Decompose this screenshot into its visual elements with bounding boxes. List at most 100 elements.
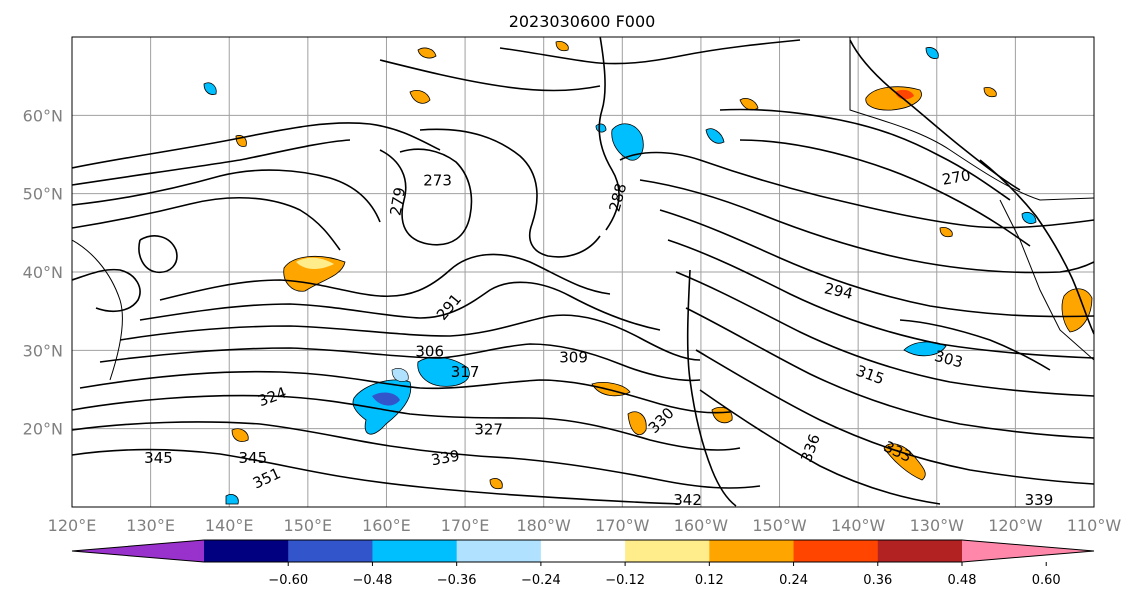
longitude-tick-label: 130°E <box>126 516 175 535</box>
longitude-tick-label: 170°E <box>441 516 490 535</box>
colorbar-outline <box>71 539 1095 563</box>
colorbar-segment <box>372 540 458 562</box>
negative-anomaly-patch <box>391 368 409 382</box>
colorbar-segment <box>709 540 795 562</box>
negative-anomaly-patch <box>705 128 725 144</box>
map-title: 2023030600 F000 <box>509 12 656 31</box>
longitude-tick-label: 150°W <box>752 516 807 535</box>
colorbar-tick-label: 0.12 <box>695 573 724 588</box>
longitude-tick-label: 140°W <box>831 516 886 535</box>
longitude-tick-label: 170°W <box>595 516 650 535</box>
contour-line <box>72 268 141 313</box>
graticule <box>72 37 1094 507</box>
colorbar-tick-label: −0.36 <box>437 573 477 588</box>
positive-anomaly-patch <box>895 89 914 100</box>
contour-line <box>899 319 1051 371</box>
colorbar: −0.60 −0.48 −0.36 −0.24 −0.12 0.12 0.24 0.36 0.4… <box>71 539 1095 588</box>
contour-line <box>686 269 737 507</box>
contour-value-label: 339 <box>430 447 461 470</box>
negative-anomaly-patch <box>372 392 400 406</box>
coastlines <box>72 37 1094 381</box>
contour-line <box>72 394 741 451</box>
contour-line <box>79 370 731 414</box>
longitude-tick-label: 180°W <box>517 516 572 535</box>
contour-value-label: 294 <box>823 279 855 303</box>
latitude-tick-label: 60°N <box>23 106 63 125</box>
negative-anomaly-patch <box>352 379 412 435</box>
colorbar-segment <box>793 540 879 562</box>
negative-anomaly-patch <box>903 341 947 357</box>
colorbar-tick-label: 0.24 <box>779 573 808 588</box>
negative-anomaly-patch <box>1021 212 1037 224</box>
colorbar-tick-label: 0.60 <box>1032 573 1061 588</box>
contour-value-label: 306 <box>415 342 444 360</box>
contour-value-label: 342 <box>673 491 702 509</box>
latitude-axis: 60°N 50°N 40°N 30°N 20°N <box>23 106 63 438</box>
colorbar-tick-label: −0.48 <box>353 573 393 588</box>
positive-anomaly-patch <box>489 478 503 490</box>
negative-anomaly-patch <box>595 123 607 133</box>
longitude-tick-label: 120°E <box>48 516 97 535</box>
contour-line <box>72 197 341 251</box>
contour-line <box>739 139 1031 247</box>
contour-line <box>72 421 761 489</box>
contour-line <box>675 271 1094 397</box>
contour-line <box>72 122 441 169</box>
positive-anomaly-patch <box>555 41 569 52</box>
colorbar-segment <box>456 540 542 562</box>
longitude-tick-label: 160°W <box>674 516 729 535</box>
contour-line <box>72 448 681 505</box>
contour-line <box>659 209 1094 318</box>
contour-line <box>667 239 1094 359</box>
contour-lines <box>72 37 1094 507</box>
colorbar-segment <box>288 540 373 562</box>
contour-line <box>639 179 1094 274</box>
map-frame <box>71 36 1095 508</box>
contour-value-label: 279 <box>386 186 409 217</box>
contour-line <box>419 128 601 258</box>
longitude-tick-label: 120°W <box>988 516 1043 535</box>
colorbar-segment <box>625 540 710 562</box>
contour-line <box>499 39 801 65</box>
contour-line <box>139 281 661 331</box>
positive-anomaly-patch <box>883 443 926 481</box>
contour-line <box>119 314 701 361</box>
contour-line <box>598 37 620 231</box>
contour-value-label: 339 <box>1025 491 1054 509</box>
contour-line <box>619 151 1094 229</box>
positive-anomaly-patch <box>983 87 997 98</box>
contour-line <box>379 59 601 92</box>
contour-line <box>72 139 351 186</box>
shaded-anomaly-regions <box>203 41 1093 505</box>
positive-anomaly-patch <box>296 257 334 269</box>
colorbar-tick-label: 0.36 <box>863 573 892 588</box>
longitude-tick-label: 110°W <box>1067 516 1122 535</box>
contour-line <box>379 148 473 246</box>
contour-value-label: 345 <box>144 449 173 467</box>
contour-line <box>72 169 381 223</box>
contour-line <box>99 343 701 382</box>
contour-line <box>138 235 178 274</box>
positive-anomaly-patch <box>739 98 759 111</box>
longitude-axis: 120°E 130°E 140°E 150°E 160°E 170°E 180°W 170°W… <box>48 516 1122 535</box>
latitude-tick-label: 30°N <box>23 341 63 360</box>
contour-line <box>159 253 611 301</box>
colorbar-tick-label: −0.60 <box>268 573 308 588</box>
contour-line <box>719 108 1011 201</box>
positive-anomaly-patch <box>711 406 733 424</box>
latitude-tick-label: 40°N <box>23 263 63 282</box>
colorbar-extend-min <box>72 540 204 562</box>
contour-line <box>685 307 1094 439</box>
positive-anomaly-patch <box>627 411 647 436</box>
colorbar-segment <box>204 540 289 562</box>
positive-anomaly-patch <box>1061 288 1093 333</box>
colorbar-extend-max <box>962 540 1094 562</box>
contour-value-label: 345 <box>238 449 267 467</box>
contour-line <box>699 389 941 505</box>
negative-anomaly-patch <box>203 82 217 95</box>
positive-anomaly-patch <box>409 90 431 104</box>
contour-value-label: 309 <box>559 349 588 367</box>
contour-value-label: 317 <box>451 363 480 381</box>
